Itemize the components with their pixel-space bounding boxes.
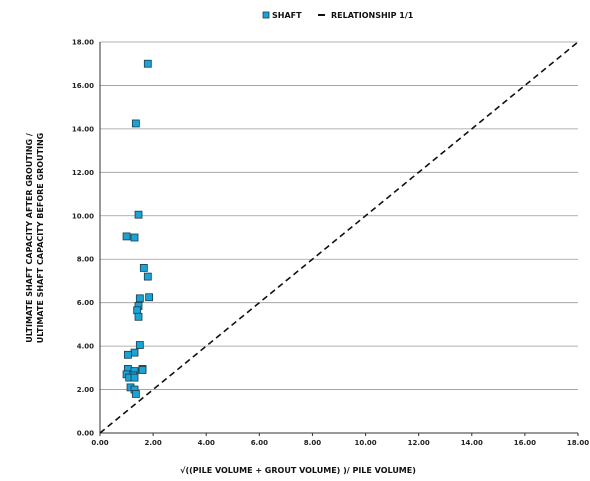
- y-tick-label: 0.00: [77, 430, 94, 438]
- y-tick-label: 10.00: [72, 212, 94, 220]
- shaft-data-point: [143, 272, 152, 281]
- shaft-data-point: [131, 119, 140, 128]
- y-tick-label: 2.00: [77, 386, 94, 394]
- y-tick-label: 14.00: [72, 125, 94, 133]
- x-axis-title: √((PILE VOLUME + GROUT VOLUME) )/ PILE V…: [180, 466, 416, 475]
- shaft-data-point: [143, 59, 152, 68]
- legend-label-relationship: RELATIONSHIP 1/1: [331, 11, 414, 20]
- y-tick-label: 4.00: [77, 343, 94, 351]
- x-axis-ticks: 0.00 2.00 4.00 6.00 8.00 10.00 12.00 14.00 16.00…: [91, 433, 589, 447]
- shaft-data-point: [138, 366, 147, 374]
- shaft-data-point: [134, 210, 143, 219]
- legend-label-shaft: SHAFT: [272, 11, 302, 20]
- x-tick-label: 2.00: [144, 439, 161, 447]
- legend-marker-shaft: [262, 11, 270, 19]
- shaft-data-point: [131, 389, 140, 398]
- y-axis-ticks: 0.00 2.00 4.00 6.00 8.00 10.00 12.00 14.00 16.00…: [72, 39, 94, 438]
- shaft-data-point: [134, 312, 143, 321]
- y-tick-label: 12.00: [72, 169, 94, 177]
- shaft-data-point: [130, 373, 139, 382]
- y-tick-label: 18.00: [72, 39, 94, 47]
- shaft-data-point: [135, 294, 144, 303]
- x-tick-label: 16.00: [514, 439, 536, 447]
- x-tick-label: 12.00: [408, 439, 430, 447]
- x-tick-label: 10.00: [354, 439, 376, 447]
- shaft-data-point: [130, 348, 139, 357]
- shaft-data-point: [139, 264, 148, 272]
- x-tick-label: 14.00: [461, 439, 483, 447]
- relationship-1-1-line: [99, 41, 579, 434]
- plot-area: [99, 41, 579, 434]
- shaft-data-point: [123, 350, 132, 359]
- shaft-data-point: [135, 341, 144, 349]
- shaft-data-point: [130, 233, 139, 242]
- x-tick-label: 8.00: [304, 439, 321, 447]
- x-tick-label: 0.00: [91, 439, 108, 447]
- x-tick-label: 6.00: [251, 439, 268, 447]
- gridlines: [99, 41, 578, 434]
- shaft-data-point: [145, 293, 154, 302]
- shaft-data-point: [133, 306, 142, 315]
- y-tick-label: 16.00: [72, 82, 94, 90]
- y-axis-title-line-2: ULTIMATE SHAFT CAPACITY BEFORE GROUTING: [36, 133, 45, 344]
- shaft-data-point: [122, 232, 131, 241]
- x-tick-label: 18.00: [567, 439, 589, 447]
- y-axis-title-line-1: ULTIMATE SHAFT CAPACITY AFTER GROUTING /: [25, 133, 34, 343]
- y-tick-label: 8.00: [77, 256, 94, 264]
- y-tick-label: 6.00: [77, 299, 94, 307]
- x-tick-label: 4.00: [198, 439, 215, 447]
- legend: SHAFT RELATIONSHIP 1/1: [262, 11, 414, 20]
